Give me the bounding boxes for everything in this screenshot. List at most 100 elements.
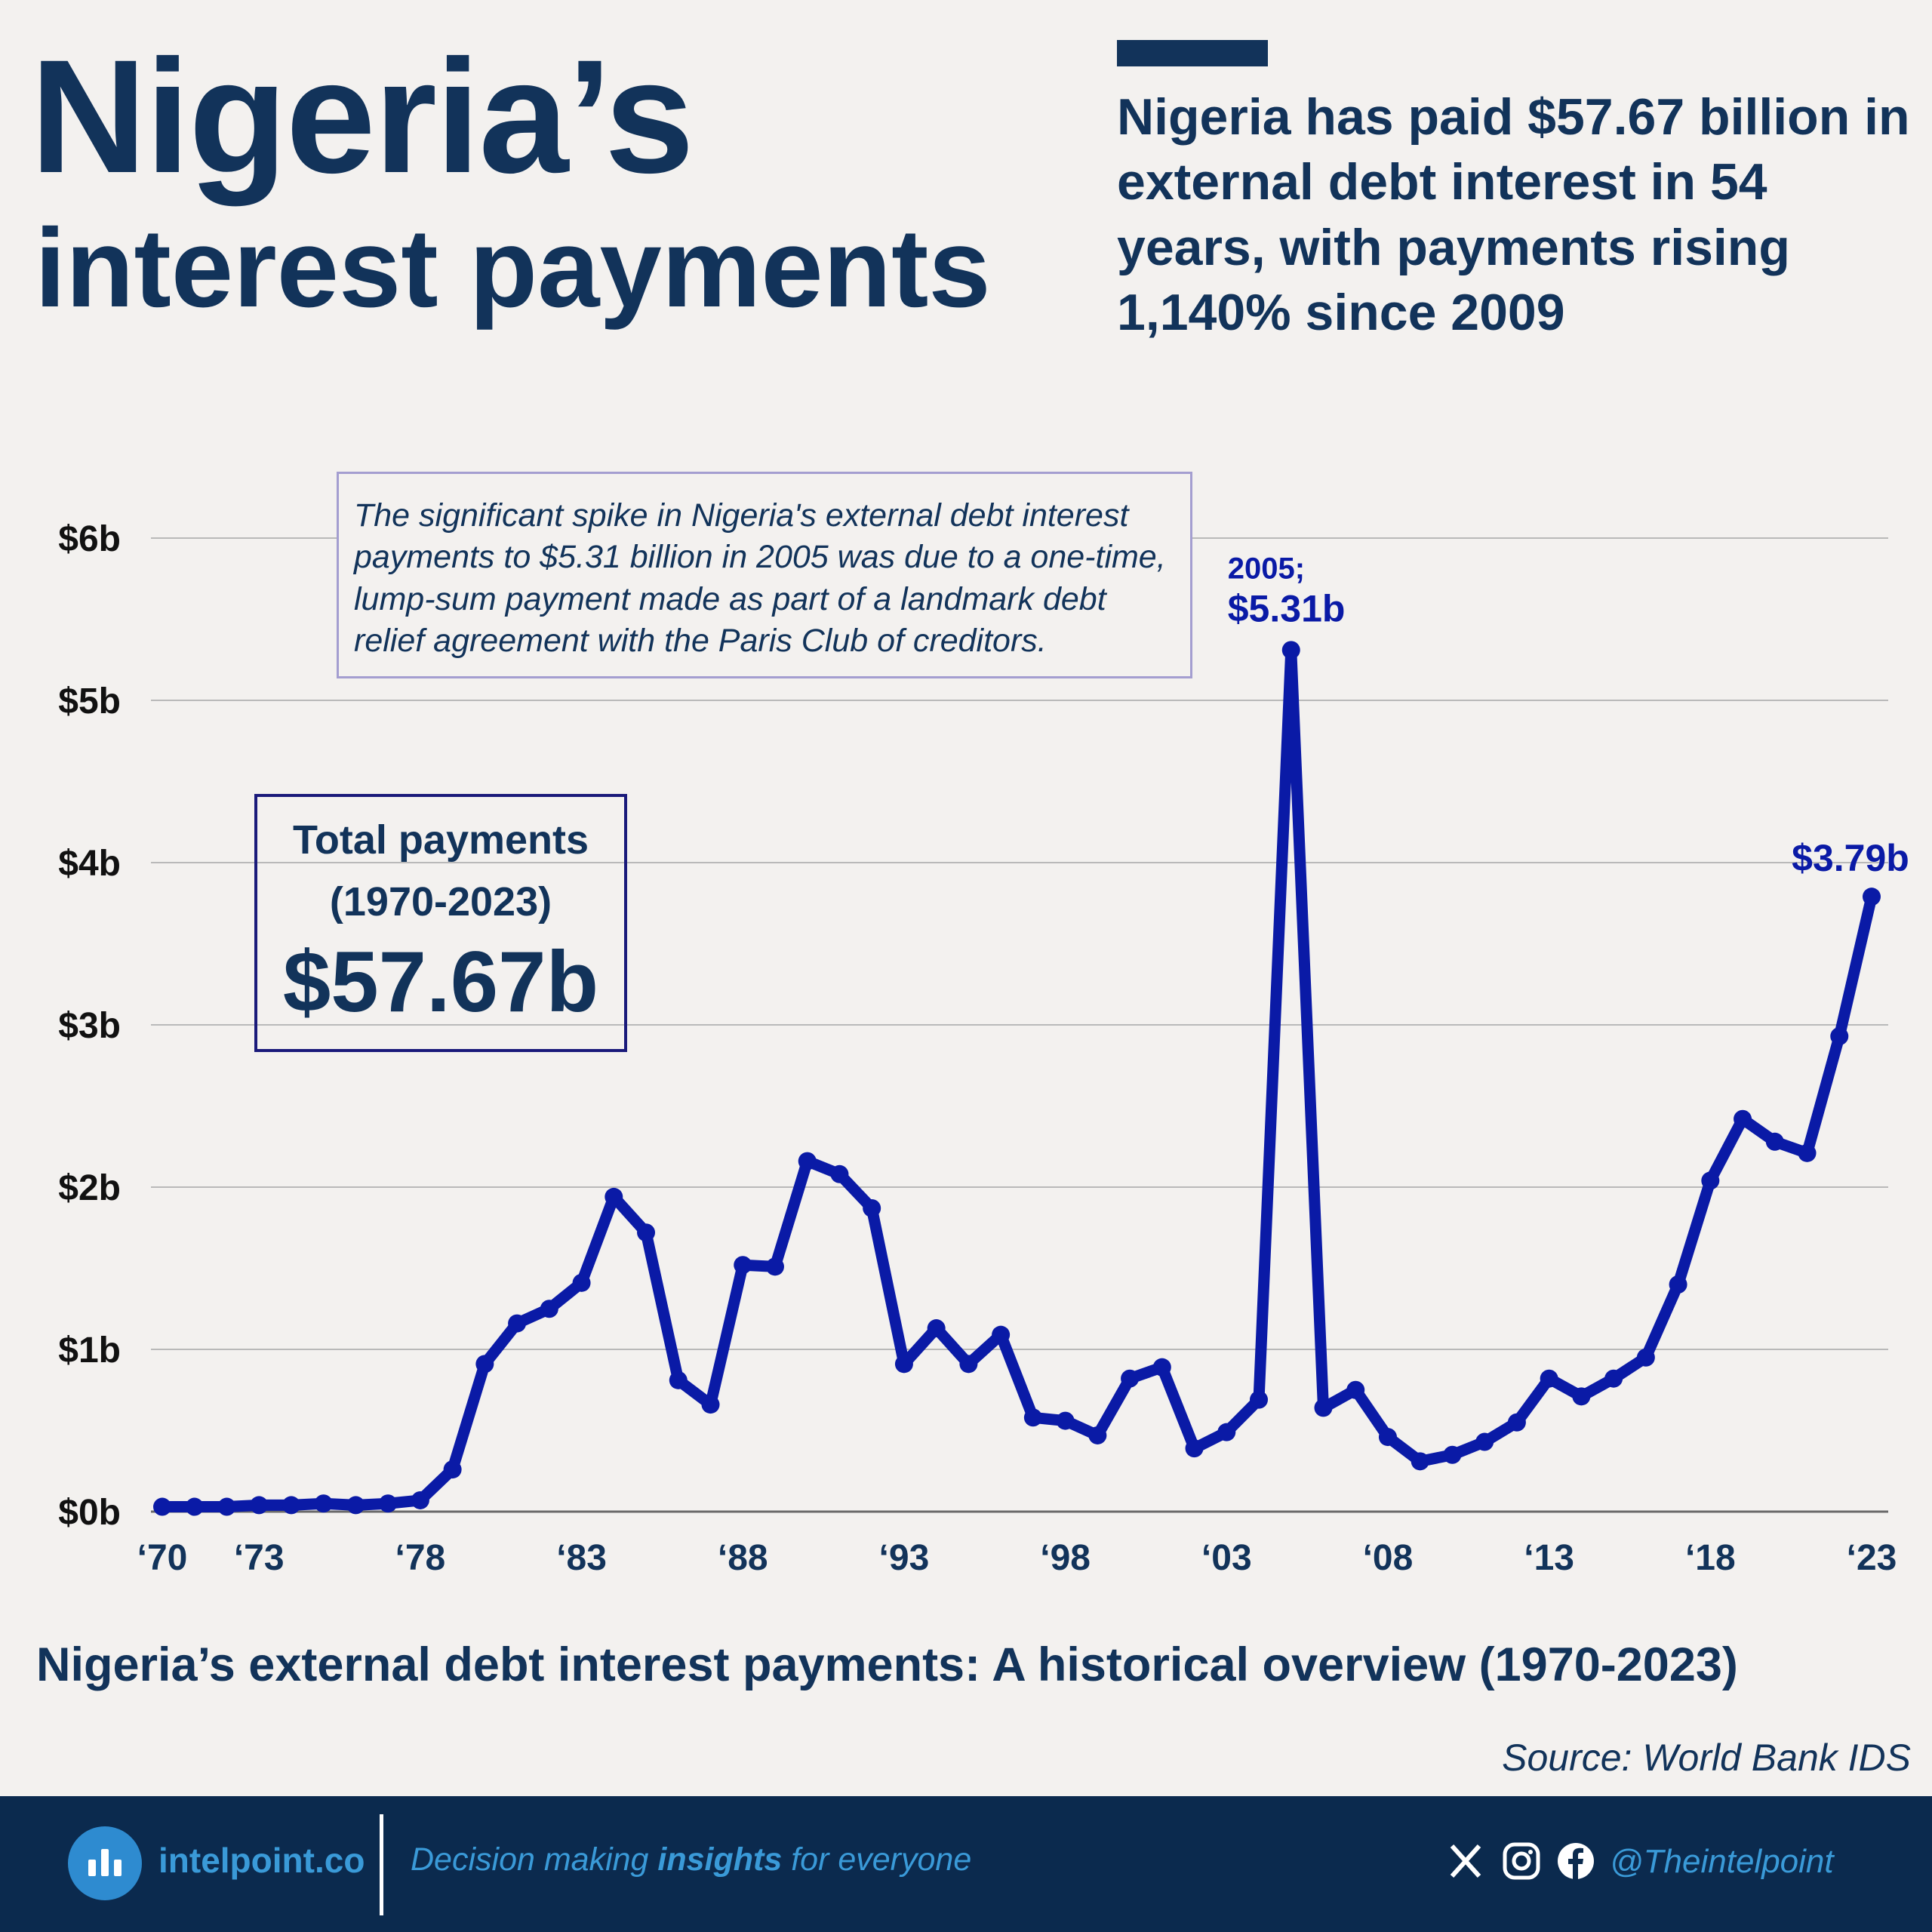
data-point: [992, 1325, 1011, 1344]
x-tick-label: ‘88: [718, 1538, 768, 1578]
data-point: [1217, 1423, 1236, 1441]
line-chart: $0b $1b $2b $3b $4b $5b $6b ‘70 ‘73 ‘78 ‘83 ‘88 ‘93…: [58, 519, 1909, 1578]
x-tick-label: ‘23: [1847, 1538, 1897, 1578]
peak-value-label: $5.31b: [1228, 587, 1346, 629]
data-point: [1798, 1143, 1817, 1162]
data-point: [1604, 1369, 1623, 1388]
tagline-pre: Decision making: [411, 1841, 658, 1878]
page-title: Nigeria’s: [30, 26, 694, 207]
data-point: [1830, 1027, 1849, 1046]
total-payments-box: Total payments (1970-2023) $57.67b: [254, 794, 627, 1052]
accent-bar: [1117, 40, 1268, 66]
data-point: [314, 1494, 333, 1513]
data-point: [379, 1494, 398, 1513]
data-point: [540, 1300, 558, 1318]
data-point: [1023, 1408, 1042, 1427]
data-point: [1250, 1390, 1269, 1409]
headline-summary: Nigeria has paid $57.67 billion in exter…: [1117, 88, 1910, 342]
data-point: [411, 1491, 429, 1509]
data-point: [185, 1497, 204, 1516]
data-point: [508, 1314, 527, 1333]
footer-divider: [380, 1814, 383, 1915]
source-note: Source: World Bank IDS: [1502, 1737, 1911, 1779]
data-point: [701, 1395, 720, 1414]
facebook-icon[interactable]: [1556, 1841, 1595, 1881]
x-tick-label: ‘70: [137, 1538, 188, 1578]
data-point: [765, 1257, 784, 1276]
chart-title: Nigeria’s external debt interest payment…: [36, 1638, 1738, 1691]
tagline-bold: insights: [657, 1841, 783, 1878]
data-point: [605, 1187, 623, 1206]
final-value-label: $3.79b: [1792, 837, 1909, 879]
data-point: [281, 1496, 300, 1515]
brand-link[interactable]: intelpoint.co: [158, 1841, 365, 1880]
data-point: [572, 1273, 591, 1292]
data-point: [1701, 1171, 1720, 1190]
data-point: [153, 1497, 171, 1516]
data-point: [1669, 1275, 1687, 1294]
data-point: [1152, 1358, 1171, 1377]
x-tick-label: ‘98: [1040, 1538, 1091, 1578]
x-tick-label: ‘13: [1524, 1538, 1574, 1578]
data-point: [217, 1497, 236, 1516]
y-tick-label: $0b: [58, 1493, 121, 1533]
data-point: [1411, 1452, 1429, 1471]
data-point: [443, 1460, 462, 1479]
data-point: [637, 1223, 656, 1242]
data-point: [475, 1355, 494, 1374]
data-point: [1540, 1369, 1558, 1388]
x-tick-label: ‘83: [556, 1538, 607, 1578]
data-point: [959, 1355, 978, 1374]
data-point: [669, 1371, 688, 1389]
x-tick-label: ‘08: [1363, 1538, 1414, 1578]
y-tick-label: $5b: [58, 681, 121, 721]
data-point: [346, 1496, 365, 1515]
x-tick-label: ‘93: [879, 1538, 930, 1578]
footer: intelpoint.co Decision making insights f…: [0, 1796, 1932, 1932]
data-point: [1443, 1445, 1462, 1464]
social-handle[interactable]: @Theintelpoint: [1610, 1843, 1834, 1880]
data-point: [1281, 641, 1300, 660]
data-point: [1475, 1432, 1494, 1451]
tagline-post: for everyone: [782, 1841, 972, 1878]
x-icon[interactable]: [1447, 1843, 1484, 1879]
data-point: [798, 1152, 817, 1171]
data-point: [1056, 1411, 1075, 1430]
data-point: [1346, 1380, 1365, 1399]
data-point: [250, 1496, 269, 1515]
y-tick-label: $4b: [58, 844, 121, 884]
data-point: [1185, 1439, 1204, 1458]
total-label-line2: (1970-2023): [329, 879, 552, 925]
tagline: Decision making insights for everyone: [411, 1841, 971, 1878]
y-tick-label: $2b: [58, 1168, 121, 1208]
x-tick-label: ‘03: [1201, 1538, 1252, 1578]
data-point: [1765, 1132, 1784, 1151]
data-point: [830, 1164, 849, 1183]
total-value: $57.67b: [282, 934, 599, 1030]
x-tick-label: ‘18: [1685, 1538, 1736, 1578]
data-point: [894, 1355, 913, 1374]
total-label-line1: Total payments: [292, 817, 589, 863]
data-point: [1088, 1426, 1107, 1444]
data-point: [1636, 1348, 1655, 1367]
data-point: [1572, 1387, 1591, 1406]
data-point: [1734, 1109, 1752, 1128]
data-point: [1121, 1369, 1140, 1388]
logo-bars-icon: [68, 1826, 142, 1900]
data-point: [1314, 1398, 1333, 1417]
y-tick-label: $6b: [58, 519, 121, 559]
data-point: [863, 1198, 881, 1217]
data-point: [1378, 1428, 1397, 1447]
page-title-subline: interest payments: [35, 206, 991, 331]
peak-year-label: 2005;: [1228, 552, 1305, 585]
data-point: [1863, 888, 1881, 906]
y-tick-label: $1b: [58, 1331, 121, 1371]
annotation-note: The significant spike in Nigeria's exter…: [337, 472, 1192, 678]
data-point: [1507, 1413, 1526, 1432]
instagram-icon[interactable]: [1502, 1841, 1541, 1881]
data-point: [734, 1256, 752, 1275]
y-tick-label: $3b: [58, 1006, 121, 1046]
x-tick-label: ‘78: [395, 1538, 446, 1578]
x-tick-label: ‘73: [234, 1538, 285, 1578]
data-point: [927, 1319, 946, 1338]
